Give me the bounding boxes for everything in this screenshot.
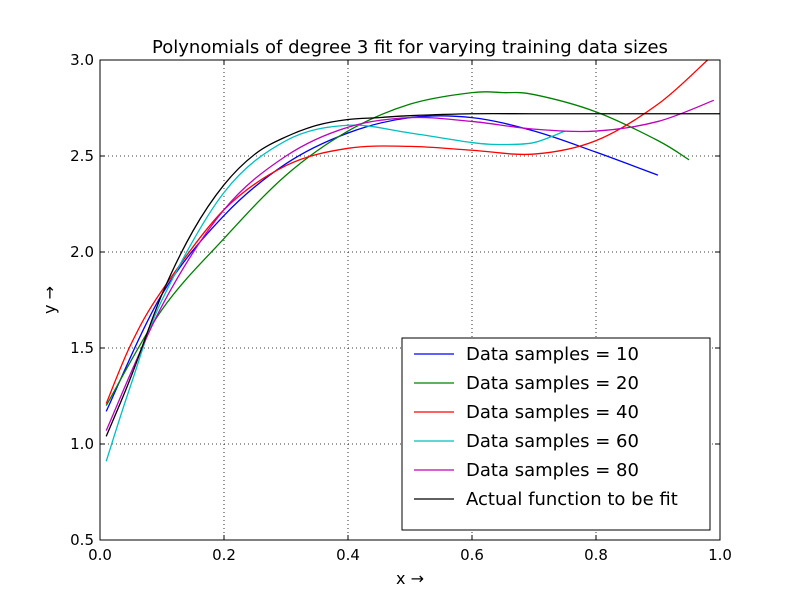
plot-frame <box>99 59 721 541</box>
x-tick-label: 0.8 <box>584 546 608 564</box>
y-tick-label: 1.5 <box>70 339 94 357</box>
y-tick-label: 2.5 <box>70 147 94 165</box>
x-tick-label: 0.4 <box>336 546 360 564</box>
legend: Data samples = 10 Data samples = 20 Data s… <box>401 337 711 531</box>
x-tick-label: 1.0 <box>708 546 732 564</box>
legend-label: Actual function to be fit <box>466 489 678 510</box>
series-line-data-samples-80 <box>105 99 715 431</box>
series-line-actual-function-to-be-fit <box>105 112 720 437</box>
series-lines <box>105 60 720 462</box>
y-axis-label: y → <box>40 286 59 314</box>
legend-label: Data samples = 60 <box>466 431 639 452</box>
x-tick-label: 0.2 <box>212 546 236 564</box>
legend-box <box>401 337 711 531</box>
x-tick-label: 0.0 <box>88 546 112 564</box>
y-tick-label: 0.5 <box>70 531 94 549</box>
series-line-data-samples-20 <box>105 91 690 406</box>
legend-label: Data samples = 10 <box>466 344 639 365</box>
legend-label: Data samples = 80 <box>466 460 639 481</box>
legend-label: Data samples = 20 <box>466 373 639 394</box>
y-tick-label: 2.0 <box>70 243 94 261</box>
series-line-data-samples-40 <box>105 60 709 404</box>
legend-label: Data samples = 40 <box>466 402 639 423</box>
y-tick-label: 1.0 <box>70 435 94 453</box>
y-tick-label: 3.0 <box>70 51 94 69</box>
chart-title: Polynomials of degree 3 fit for varying … <box>152 37 668 58</box>
axis-ticks: 0.0 0.2 0.4 0.6 0.8 1.0 0.5 1.0 1.5 2.0 2.5 3.0 <box>70 51 732 564</box>
x-axis-label: x → <box>396 569 424 588</box>
x-tick-label: 0.6 <box>460 546 484 564</box>
